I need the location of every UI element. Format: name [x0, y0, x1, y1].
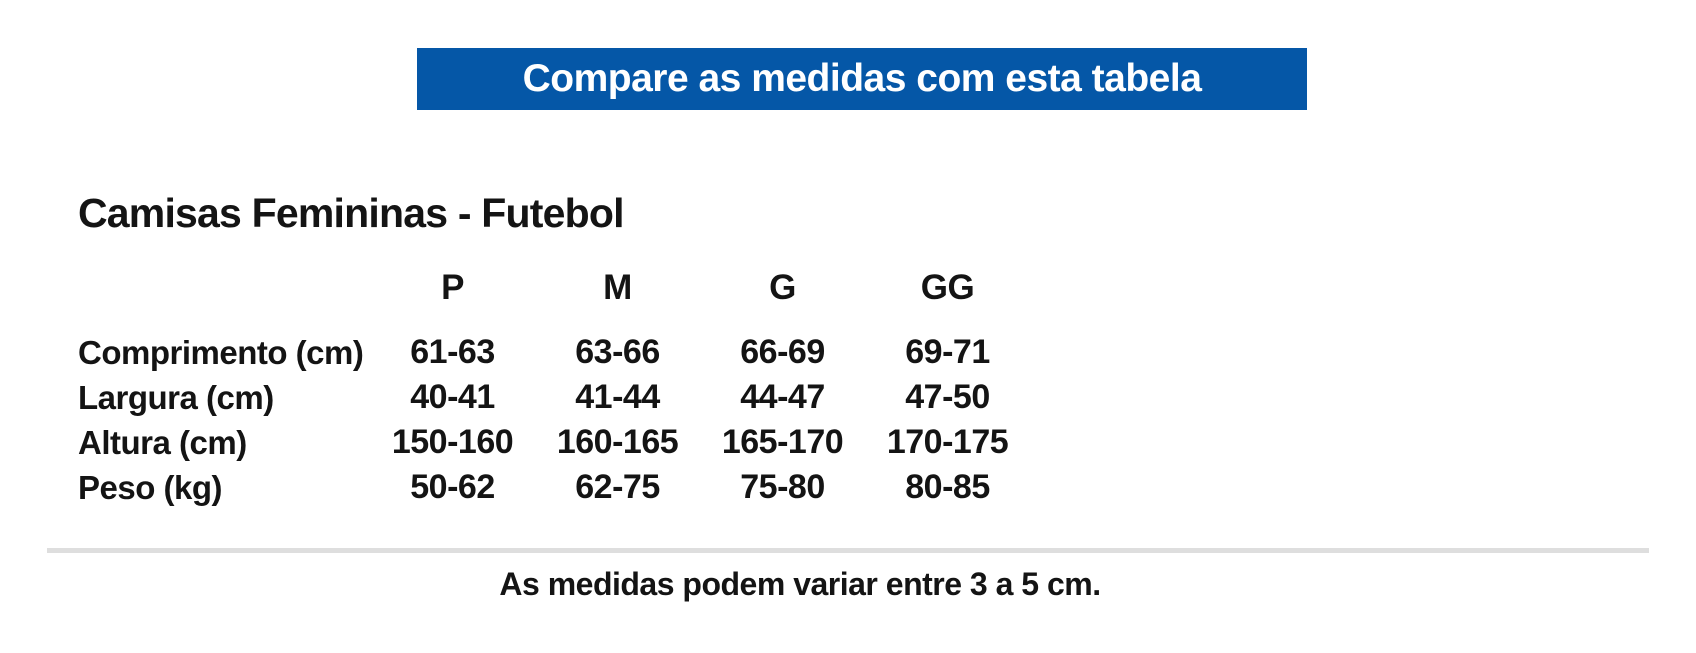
- size-col-header-g: G: [769, 268, 796, 307]
- row-label-largura: Largura (cm): [78, 378, 274, 416]
- size-value: 40-41: [410, 378, 495, 416]
- size-value: 66-69: [740, 333, 825, 371]
- size-value: 165-170: [721, 423, 844, 461]
- footer: As medidas podem variar entre 3 a 5 cm.: [0, 566, 1600, 603]
- size-chart-banner: Compare as medidas com esta tabela: [417, 48, 1307, 110]
- section-title: Camisas Femininas - Futebol: [78, 190, 625, 236]
- size-value: 44-47: [740, 378, 825, 416]
- row-label-peso: Peso (kg): [78, 468, 223, 506]
- size-value: 170-175: [886, 423, 1009, 461]
- size-col-header-p: P: [441, 268, 464, 307]
- size-value: 80-85: [905, 468, 990, 506]
- size-value: 160-165: [556, 423, 679, 461]
- size-value: 69-71: [905, 333, 990, 371]
- row-label-altura: Altura (cm): [78, 423, 247, 461]
- size-value: 75-80: [740, 468, 825, 506]
- measurement-disclaimer: As medidas podem variar entre 3 a 5 cm.: [499, 566, 1101, 602]
- size-value: 62-75: [575, 468, 660, 506]
- size-value: 41-44: [575, 378, 660, 416]
- divider-line: [47, 548, 1649, 553]
- size-value: 61-63: [410, 333, 495, 371]
- size-value: 63-66: [575, 333, 660, 371]
- size-col-header-m: M: [603, 268, 632, 307]
- size-col-header-gg: GG: [920, 268, 975, 307]
- banner-title: Compare as medidas com esta tabela: [522, 57, 1202, 100]
- size-value: 47-50: [905, 378, 990, 416]
- row-label-comprimento: Comprimento (cm): [78, 333, 364, 371]
- size-value: 150-160: [391, 423, 514, 461]
- corner-cell: [78, 268, 370, 308]
- header-spacer: [78, 308, 1030, 330]
- size-value: 50-62: [410, 468, 495, 506]
- size-table: P M G GG Comprimento (cm) 61-63 63-66 66…: [78, 268, 1030, 510]
